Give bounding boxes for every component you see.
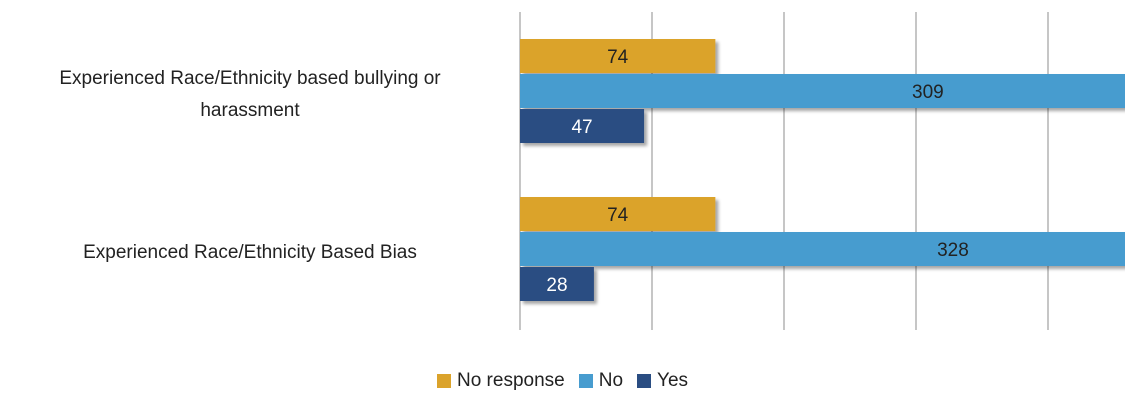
legend-item: No — [578, 370, 624, 392]
data-label: 74 — [607, 47, 629, 68]
legend: No response No Yes — [0, 370, 1125, 392]
data-label: 74 — [607, 205, 629, 226]
legend-item: Yes — [637, 370, 688, 392]
legend-swatch — [578, 374, 593, 388]
bars: 74 309 47 74 328 28 — [520, 39, 1125, 301]
legend-item: No response — [436, 370, 565, 392]
data-label: 309 — [912, 82, 944, 103]
category-labels: Experienced Race/Ethnicity based bullyin… — [59, 68, 441, 263]
data-label: 47 — [571, 117, 592, 138]
category-label: Experienced Race/Ethnicity Based Bias — [83, 242, 417, 263]
legend-label: No response — [456, 370, 565, 391]
bar-no — [520, 74, 1125, 108]
bar-yes — [520, 267, 594, 301]
bar-no-response — [520, 197, 716, 231]
legend-label: No — [598, 370, 624, 391]
data-label: 328 — [937, 240, 969, 261]
data-label: 28 — [546, 275, 567, 296]
legend-swatch — [436, 374, 451, 388]
bar-no — [520, 232, 1125, 266]
category-label: Experienced Race/Ethnicity based bullyin… — [59, 68, 441, 121]
bar-yes — [520, 109, 645, 143]
bar-no-response — [520, 39, 716, 73]
legend-label: Yes — [657, 370, 689, 391]
legend-swatch — [637, 374, 652, 388]
